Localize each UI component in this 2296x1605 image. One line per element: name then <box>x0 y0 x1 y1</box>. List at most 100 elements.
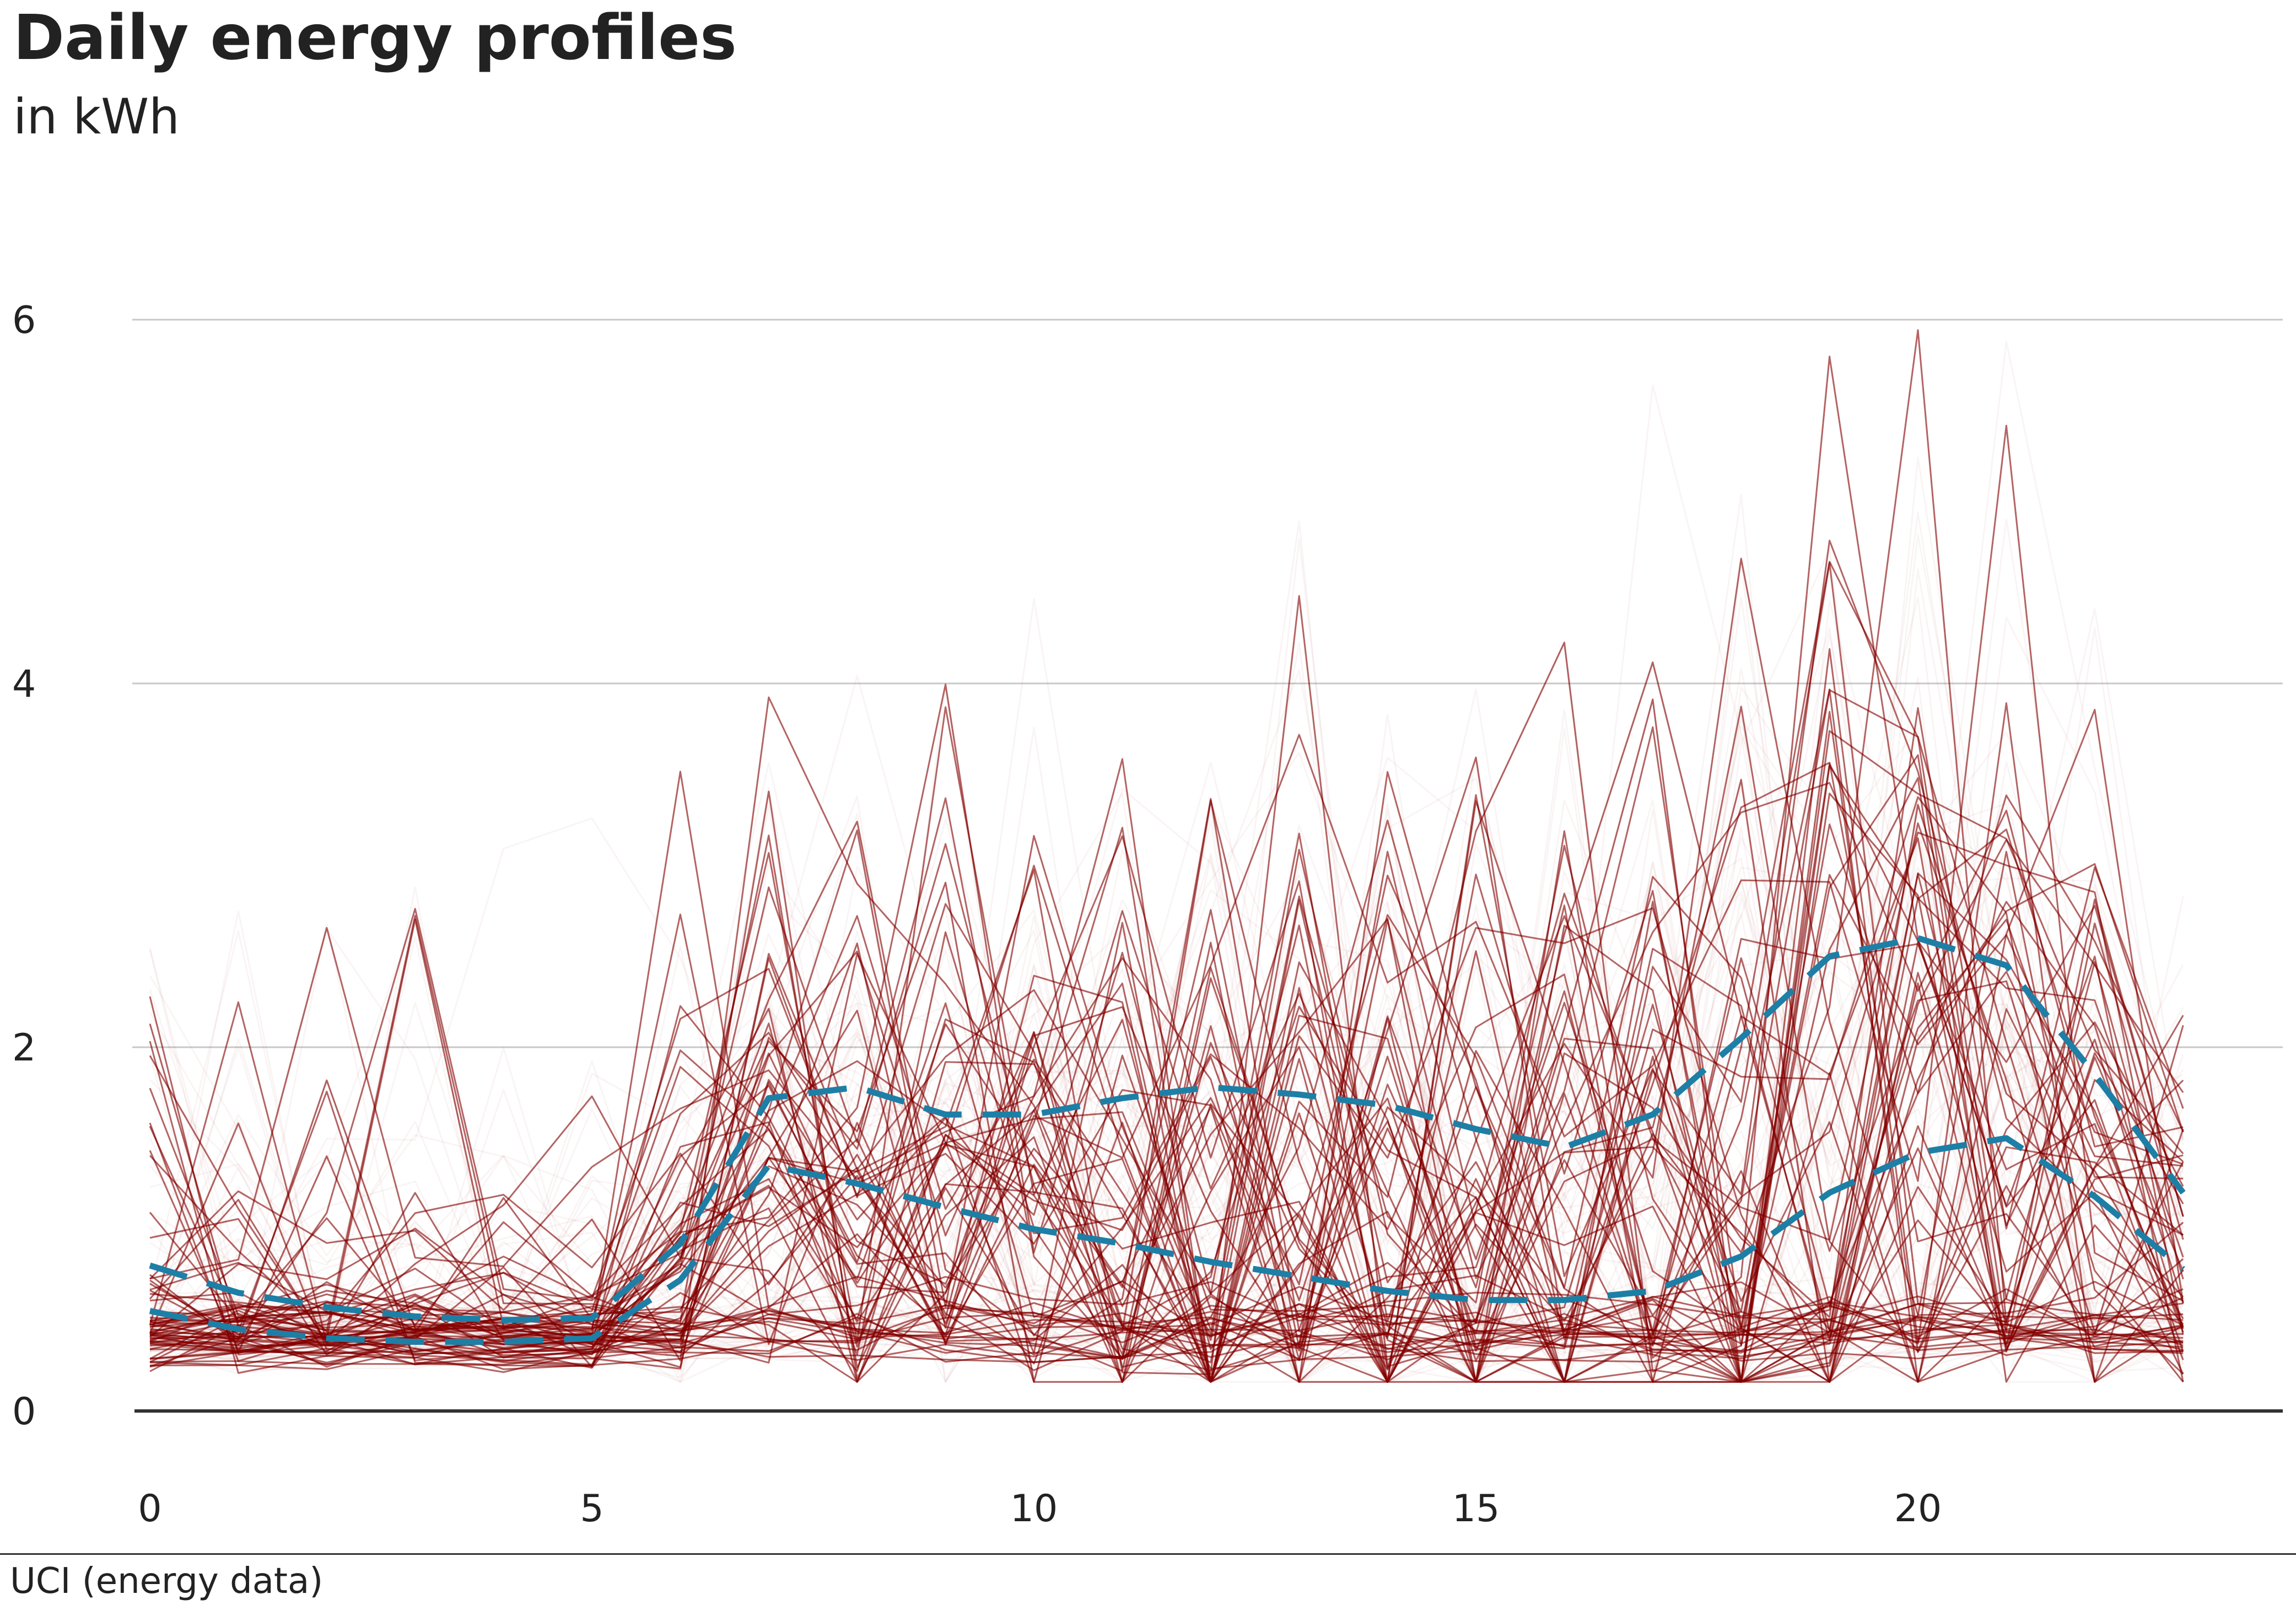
profile-line <box>149 696 2184 1383</box>
profile-line <box>149 726 2184 1383</box>
profile-line <box>149 540 2184 1383</box>
profile-line <box>149 633 2184 1377</box>
profile-line <box>149 832 2184 1383</box>
profile-line <box>149 329 2184 1359</box>
profile-line <box>149 1301 2184 1355</box>
profile-line <box>149 1275 2184 1333</box>
profile-line <box>149 707 2184 1383</box>
profile-line <box>149 595 2184 1383</box>
profile-line <box>149 941 2184 1383</box>
profile-line <box>149 725 2184 1339</box>
profile-line <box>149 771 2184 1383</box>
profile-line <box>149 709 2184 1383</box>
profile-line <box>149 730 2184 1383</box>
profile-line <box>149 1300 2184 1364</box>
profile-line <box>149 798 2184 1361</box>
profile-line <box>149 830 2184 1383</box>
chart-subtitle: in kWh <box>13 88 180 145</box>
profile-line <box>149 832 2184 1383</box>
profile-line <box>149 1265 2184 1333</box>
profile-line <box>149 1262 2184 1340</box>
profile-line <box>149 834 2184 1383</box>
profile-line <box>149 705 2184 1383</box>
profile-line <box>149 1295 2184 1374</box>
profile-line <box>149 947 2184 1383</box>
profile-line <box>149 1008 2184 1383</box>
profile-line <box>149 730 2184 1383</box>
profile-line <box>149 698 2184 1383</box>
profile-line <box>149 707 2184 1383</box>
profile-line <box>149 1297 2184 1363</box>
profile-line <box>149 558 2184 1383</box>
profile-line <box>149 689 2184 1344</box>
profile-line <box>149 823 2184 1383</box>
profile-line <box>149 696 2184 1383</box>
profile-line <box>149 1272 2184 1338</box>
profile-line <box>149 1313 2184 1355</box>
profile-line <box>149 627 2184 1383</box>
profile-line <box>149 763 2184 1383</box>
profile-line <box>149 909 2184 1383</box>
profile-line <box>149 595 2184 1383</box>
profile-line <box>149 771 2184 1383</box>
profile-line <box>149 874 2184 1383</box>
profile-line <box>149 710 2184 1383</box>
profile-line <box>149 600 2184 1383</box>
profile-line <box>149 562 2184 1383</box>
profile-line <box>149 642 2184 1383</box>
profile-line <box>149 1302 2184 1344</box>
profile-line <box>149 794 2184 1383</box>
profile-line <box>149 702 2184 1383</box>
profile-line <box>149 705 2184 1383</box>
profile-line <box>149 987 2184 1383</box>
profile-line <box>149 595 2184 1383</box>
profile-line <box>149 873 2184 1343</box>
profile-line <box>149 1297 2184 1363</box>
profile-line <box>149 779 2184 1383</box>
profile-line <box>149 756 2184 1383</box>
profile-line <box>149 782 2184 1383</box>
profile-line <box>149 756 2184 1344</box>
profile-line <box>149 709 2184 1383</box>
profile-line <box>149 913 2184 1369</box>
profile-line <box>149 538 2184 1383</box>
profile-line <box>149 875 2184 1383</box>
profile-line <box>149 756 2184 1383</box>
profile-line <box>149 799 2184 1383</box>
profile-line <box>149 771 2184 1383</box>
profile-line <box>149 827 2184 1383</box>
profile-line <box>149 1297 2184 1363</box>
profile-line <box>149 1318 2184 1363</box>
profile-line <box>149 540 2184 1383</box>
profile-line <box>149 762 2184 1377</box>
profile-line <box>149 661 2184 1383</box>
profile-line <box>149 1301 2184 1355</box>
profile-line <box>149 688 2184 1383</box>
profile-line <box>149 356 2184 1383</box>
profile-line <box>149 706 2184 1383</box>
profile-line <box>149 1314 2184 1365</box>
profile-line <box>149 823 2184 1383</box>
profile-line <box>149 756 2184 1383</box>
profile-line <box>149 1289 2184 1339</box>
profile-line <box>149 675 2184 1363</box>
profile-line <box>149 561 2184 1383</box>
profile-line <box>149 696 2184 1383</box>
profile-line <box>149 826 2184 1383</box>
profile-line <box>149 424 2184 1346</box>
profile-line <box>149 1318 2184 1363</box>
profile-line <box>149 1324 2184 1372</box>
x-tick-label: 0 <box>138 1487 161 1531</box>
y-tick-label: 6 <box>12 299 36 342</box>
profile-line <box>149 1300 2184 1350</box>
profile-line <box>149 595 2184 1383</box>
profile-line <box>149 456 2184 1383</box>
profile-line <box>149 761 2184 1383</box>
profile-line <box>149 1294 2184 1348</box>
profile-line <box>149 714 2184 1383</box>
profile-line <box>149 889 2184 1329</box>
profile-line <box>149 758 2184 1383</box>
profile-line <box>149 800 2184 1383</box>
profile-line <box>149 562 2184 1383</box>
